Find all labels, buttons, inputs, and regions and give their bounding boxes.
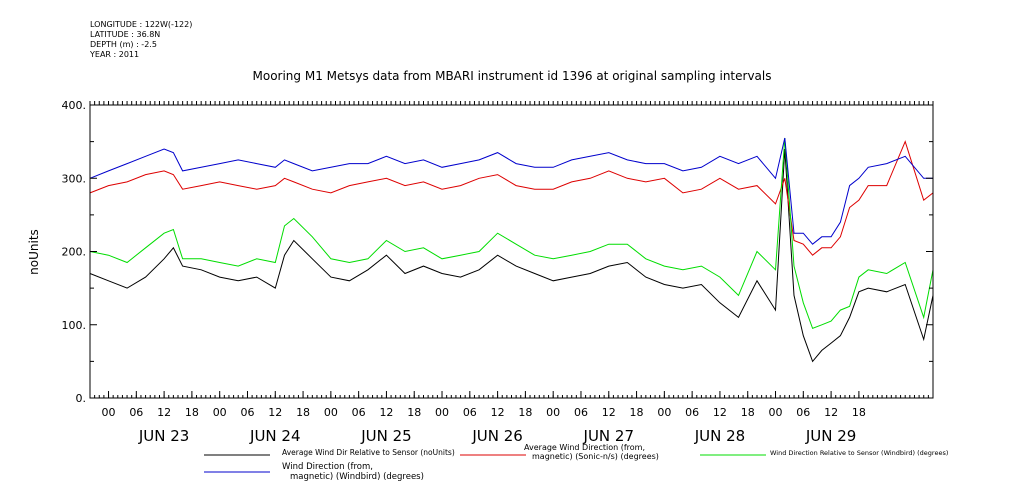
x-tick-label: 18 [741, 406, 755, 419]
x-tick-label: 12 [824, 406, 838, 419]
x-day-label: JUN 24 [249, 427, 300, 445]
x-day-label: JUN 26 [471, 427, 522, 445]
x-tick-label: 12 [268, 406, 282, 419]
metadata-longitude: LONGITUDE : 122W(-122) [90, 20, 193, 29]
x-tick-label: 12 [157, 406, 171, 419]
x-day-label: JUN 25 [360, 427, 411, 445]
x-day-label: JUN 27 [583, 427, 634, 445]
y-tick-label: 300. [62, 172, 87, 185]
series-line-1 [89, 148, 934, 363]
x-day-label: JUN 23 [138, 427, 189, 445]
x-day-label: JUN 28 [694, 427, 745, 445]
metadata-year: YEAR : 2011 [90, 50, 140, 59]
metadata-depth: DEPTH (m) : -2.5 [90, 40, 157, 49]
series-line-2 [89, 140, 934, 256]
legend-label-3: Wind Direction Relative to Sensor (Windb… [770, 449, 948, 457]
y-tick-label: 100. [62, 319, 87, 332]
x-tick-label: 06 [574, 406, 588, 419]
x-day-label: JUN 29 [805, 427, 856, 445]
legend-label-2: Average Wind Direction (from, magnetic) (… [524, 443, 659, 461]
x-tick-label: 00 [769, 406, 783, 419]
x-tick-label: 00 [324, 406, 338, 419]
chart-title: Mooring M1 Metsys data from MBARI instru… [253, 69, 772, 83]
x-tick-label: 06 [240, 406, 254, 419]
x-tick-label: 00 [213, 406, 227, 419]
x-tick-label: 12 [491, 406, 505, 419]
x-tick-label: 12 [713, 406, 727, 419]
y-axis-label: noUnits [27, 229, 41, 275]
y-tick-label: 400. [62, 99, 87, 112]
y-tick-label: 200. [62, 246, 87, 259]
x-tick-label: 00 [546, 406, 560, 419]
x-tick-label: 18 [852, 406, 866, 419]
x-tick-label: 06 [129, 406, 143, 419]
plot-frame [89, 104, 934, 399]
x-tick-label: 18 [518, 406, 532, 419]
x-tick-label: 18 [630, 406, 644, 419]
x-tick-label: 18 [185, 406, 199, 419]
series-line-3 [89, 137, 934, 330]
metadata-latitude: LATITUDE : 36.8N [90, 30, 161, 39]
x-tick-label: 06 [463, 406, 477, 419]
x-tick-label: 12 [379, 406, 393, 419]
x-tick-label: 06 [685, 406, 699, 419]
dataset-metadata: LONGITUDE : 122W(-122) LATITUDE : 36.8N … [90, 20, 192, 60]
x-tick-label: 18 [407, 406, 421, 419]
legend-label-1: Average Wind Dir Relative to Sensor (noU… [282, 448, 455, 457]
x-tick-label: 12 [602, 406, 616, 419]
x-tick-label: 00 [657, 406, 671, 419]
series-line-4 [89, 137, 933, 245]
legend-label-4: Wind Direction (from, magnetic) (Windbird… [282, 462, 424, 482]
x-tick-label: 06 [796, 406, 810, 419]
x-tick-label: 00 [435, 406, 449, 419]
x-tick-label: 00 [102, 406, 116, 419]
y-tick-label: 0. [76, 392, 87, 405]
x-tick-label: 18 [296, 406, 310, 419]
x-tick-label: 06 [352, 406, 366, 419]
